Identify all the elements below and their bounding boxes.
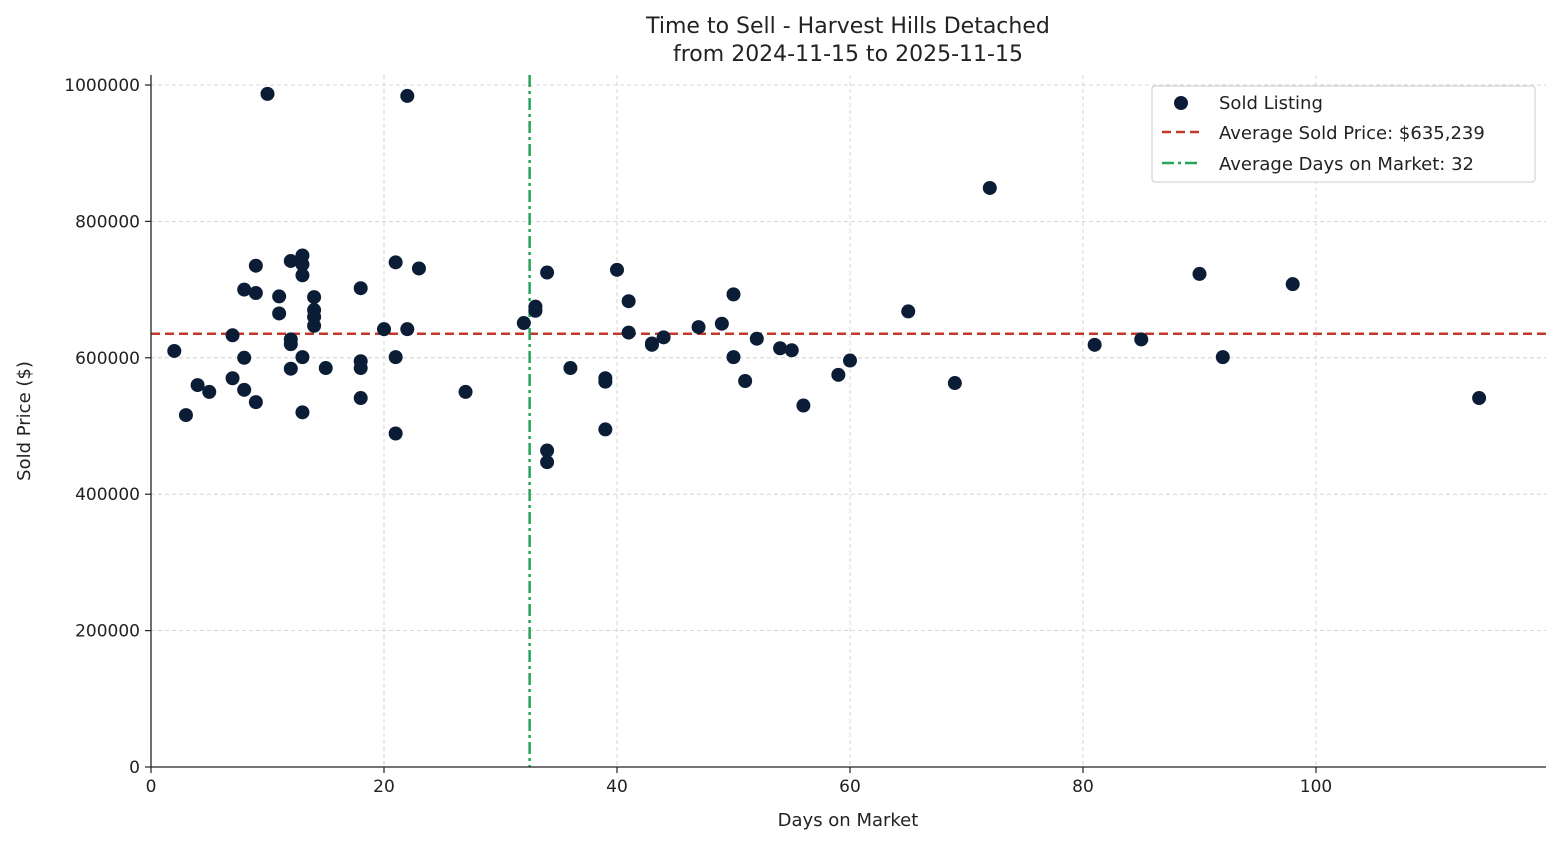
data-point — [773, 341, 788, 356]
x-tick-label: 100 — [1300, 777, 1332, 797]
data-point — [901, 304, 916, 319]
data-point — [1285, 277, 1300, 292]
data-point — [283, 253, 298, 268]
data-point — [248, 258, 263, 273]
y-tick-label: 0 — [129, 758, 140, 778]
data-point — [621, 294, 636, 309]
data-point — [784, 343, 799, 358]
y-tick-label: 400000 — [75, 485, 140, 505]
data-point — [237, 282, 252, 297]
data-point — [190, 378, 205, 393]
legend-label-average-price: Average Sold Price: $635,239 — [1219, 123, 1485, 144]
chart-title-line2: from 2024-11-15 to 2025-11-15 — [673, 42, 1023, 67]
data-point — [726, 287, 741, 302]
data-point — [295, 350, 310, 365]
data-point — [283, 337, 298, 352]
data-point — [388, 255, 403, 270]
x-tick-label: 0 — [146, 777, 157, 797]
data-point — [202, 384, 217, 399]
axes: 0 20 40 60 80 100 0 200000 400000 600000 800000 100… — [64, 75, 1546, 797]
y-axis-label: Sold Price ($) — [14, 361, 35, 481]
data-point — [528, 303, 543, 318]
data-point — [749, 331, 764, 346]
data-point — [225, 328, 240, 343]
data-point — [1134, 332, 1149, 347]
legend: Sold Listing Average Sold Price: $635,23… — [1151, 85, 1536, 183]
data-point — [831, 367, 846, 382]
data-point — [540, 443, 555, 458]
data-point — [1087, 337, 1102, 352]
data-point — [248, 395, 263, 410]
data-point — [307, 318, 322, 333]
data-point — [1192, 266, 1207, 281]
data-point — [272, 289, 287, 304]
data-point — [411, 261, 426, 276]
data-point — [726, 350, 741, 365]
data-point — [843, 353, 857, 368]
data-point — [714, 316, 729, 331]
data-point — [260, 86, 275, 101]
data-point — [563, 361, 578, 376]
data-point — [307, 290, 322, 305]
data-point — [388, 350, 403, 365]
data-point — [598, 374, 613, 389]
data-point — [540, 265, 555, 280]
data-point — [272, 306, 287, 321]
data-point — [691, 320, 706, 335]
data-point — [237, 382, 252, 397]
data-point — [283, 361, 298, 376]
data-point — [610, 262, 624, 277]
data-point — [644, 337, 659, 352]
data-point — [982, 180, 997, 195]
data-point — [400, 322, 415, 337]
y-tick-label: 600000 — [75, 349, 140, 369]
data-point — [248, 286, 263, 301]
data-point — [295, 268, 310, 283]
data-point — [295, 257, 310, 272]
data-point — [353, 361, 368, 376]
data-point — [621, 325, 636, 340]
data-point — [178, 408, 193, 423]
data-point — [237, 350, 252, 365]
scatter-points — [167, 86, 1487, 470]
x-tick-label: 20 — [373, 777, 395, 797]
legend-label-sold-listing: Sold Listing — [1219, 93, 1323, 114]
x-axis-label: Days on Market — [778, 810, 919, 831]
data-point — [318, 361, 333, 376]
y-tick-label: 800000 — [75, 212, 140, 232]
y-tick-label: 1000000 — [64, 76, 140, 96]
data-point — [540, 455, 555, 470]
data-point — [656, 330, 671, 345]
data-point — [295, 405, 310, 420]
data-point — [598, 422, 613, 437]
legend-label-average-days: Average Days on Market: 32 — [1219, 154, 1474, 175]
legend-marker-sold-listing — [1174, 96, 1188, 110]
data-point — [947, 376, 962, 391]
data-point — [1472, 391, 1487, 406]
x-tick-label: 60 — [839, 777, 861, 797]
data-point — [353, 391, 368, 406]
data-point — [400, 88, 415, 103]
x-tick-label: 40 — [606, 777, 628, 797]
data-point — [796, 398, 811, 413]
data-point — [353, 281, 368, 296]
data-point — [516, 316, 531, 331]
chart-title-line1: Time to Sell - Harvest Hills Detached — [645, 14, 1050, 39]
data-point — [458, 384, 473, 399]
data-point — [388, 426, 403, 441]
data-point — [167, 343, 182, 358]
data-point — [225, 371, 240, 386]
data-point — [377, 322, 391, 337]
gridlines — [151, 75, 1546, 767]
data-point — [738, 373, 753, 388]
legend-box — [1151, 85, 1536, 183]
data-point — [1215, 350, 1230, 365]
y-tick-label: 200000 — [75, 622, 140, 642]
x-tick-label: 80 — [1072, 777, 1094, 797]
